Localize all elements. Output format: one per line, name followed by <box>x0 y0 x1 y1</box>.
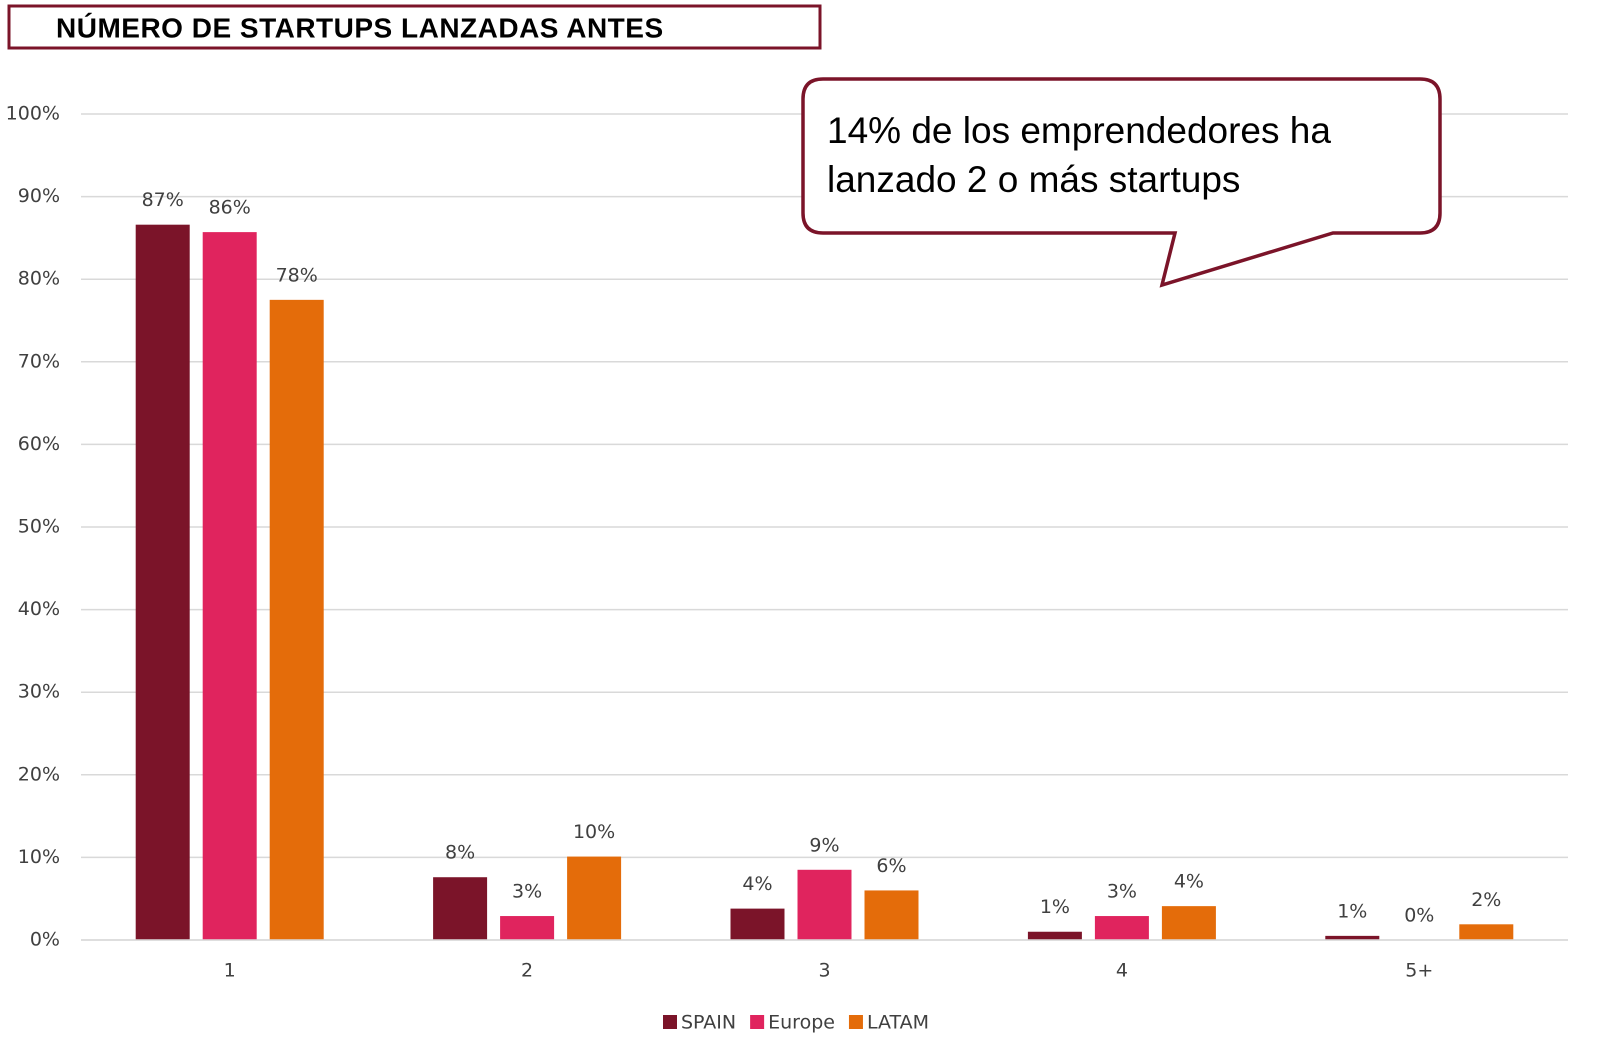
data-label: 78% <box>276 264 318 286</box>
y-tick-label: 100% <box>6 103 60 125</box>
y-tick-label: 0% <box>30 929 60 951</box>
legend-swatch <box>663 1015 677 1029</box>
bar <box>269 299 324 941</box>
bar <box>864 890 919 940</box>
bar <box>1325 935 1380 940</box>
y-tick-label: 60% <box>18 433 60 455</box>
title-box <box>7 4 822 50</box>
data-label: 3% <box>1107 881 1137 903</box>
bar <box>1094 916 1149 940</box>
y-tick-label: 30% <box>18 681 60 703</box>
data-label: 4% <box>742 873 772 895</box>
data-label: 3% <box>512 881 542 903</box>
legend-swatch <box>848 1015 863 1029</box>
x-tick-label: 2 <box>521 960 533 982</box>
data-label: 2% <box>1471 889 1501 911</box>
data-label: 6% <box>876 855 906 877</box>
data-label: 4% <box>1174 871 1204 893</box>
data-label: 1% <box>1040 896 1070 918</box>
x-tick-label: 3 <box>818 960 830 982</box>
y-tick-label: 80% <box>18 268 60 290</box>
data-label: 1% <box>1337 900 1367 922</box>
data-label: 86% <box>209 197 251 219</box>
y-tick-label: 40% <box>18 598 60 620</box>
y-tick-label: 20% <box>18 763 60 785</box>
x-tick-label: 5+ <box>1405 960 1433 982</box>
bar <box>433 877 488 940</box>
legend-swatch <box>750 1015 765 1029</box>
bar <box>500 916 555 940</box>
bar <box>202 232 257 941</box>
y-tick-label: 50% <box>18 516 60 538</box>
legend-label: Europe <box>768 1012 835 1034</box>
data-label: 9% <box>809 834 839 856</box>
bar <box>567 856 622 940</box>
bar <box>1459 924 1514 940</box>
data-label: 87% <box>142 189 184 211</box>
annotation: 14% de los emprendedores ha <box>827 110 1331 151</box>
data-label: 10% <box>573 821 615 843</box>
bar <box>1027 931 1082 940</box>
legend-label: LATAM <box>867 1012 929 1034</box>
x-tick-label: 1 <box>224 960 236 982</box>
bar <box>797 869 852 940</box>
bar <box>1161 906 1216 940</box>
y-tick-label: 70% <box>18 350 60 372</box>
bar <box>135 224 190 940</box>
callout <box>801 77 1442 288</box>
data-label: 0% <box>1404 905 1434 927</box>
data-label: 8% <box>445 842 475 864</box>
y-tick-label: 10% <box>18 846 60 868</box>
annotation: lanzado 2 o más startups <box>827 159 1240 200</box>
legend: SPAIN Europe LATAM <box>663 1012 929 1034</box>
x-tick-label: 4 <box>1116 960 1128 982</box>
y-tick-label: 90% <box>18 185 60 207</box>
bar <box>730 908 785 940</box>
legend-label: SPAIN <box>681 1012 736 1034</box>
marks: 1 87% 86% 78% 2 8% 3% 10% 3 4% 9% 6% 4 1% 3% 4% 5+ 1% 0% 2% <box>81 189 1568 982</box>
chart-title: NÚMERO DE STARTUPS LANZADAS ANTES <box>56 12 664 43</box>
